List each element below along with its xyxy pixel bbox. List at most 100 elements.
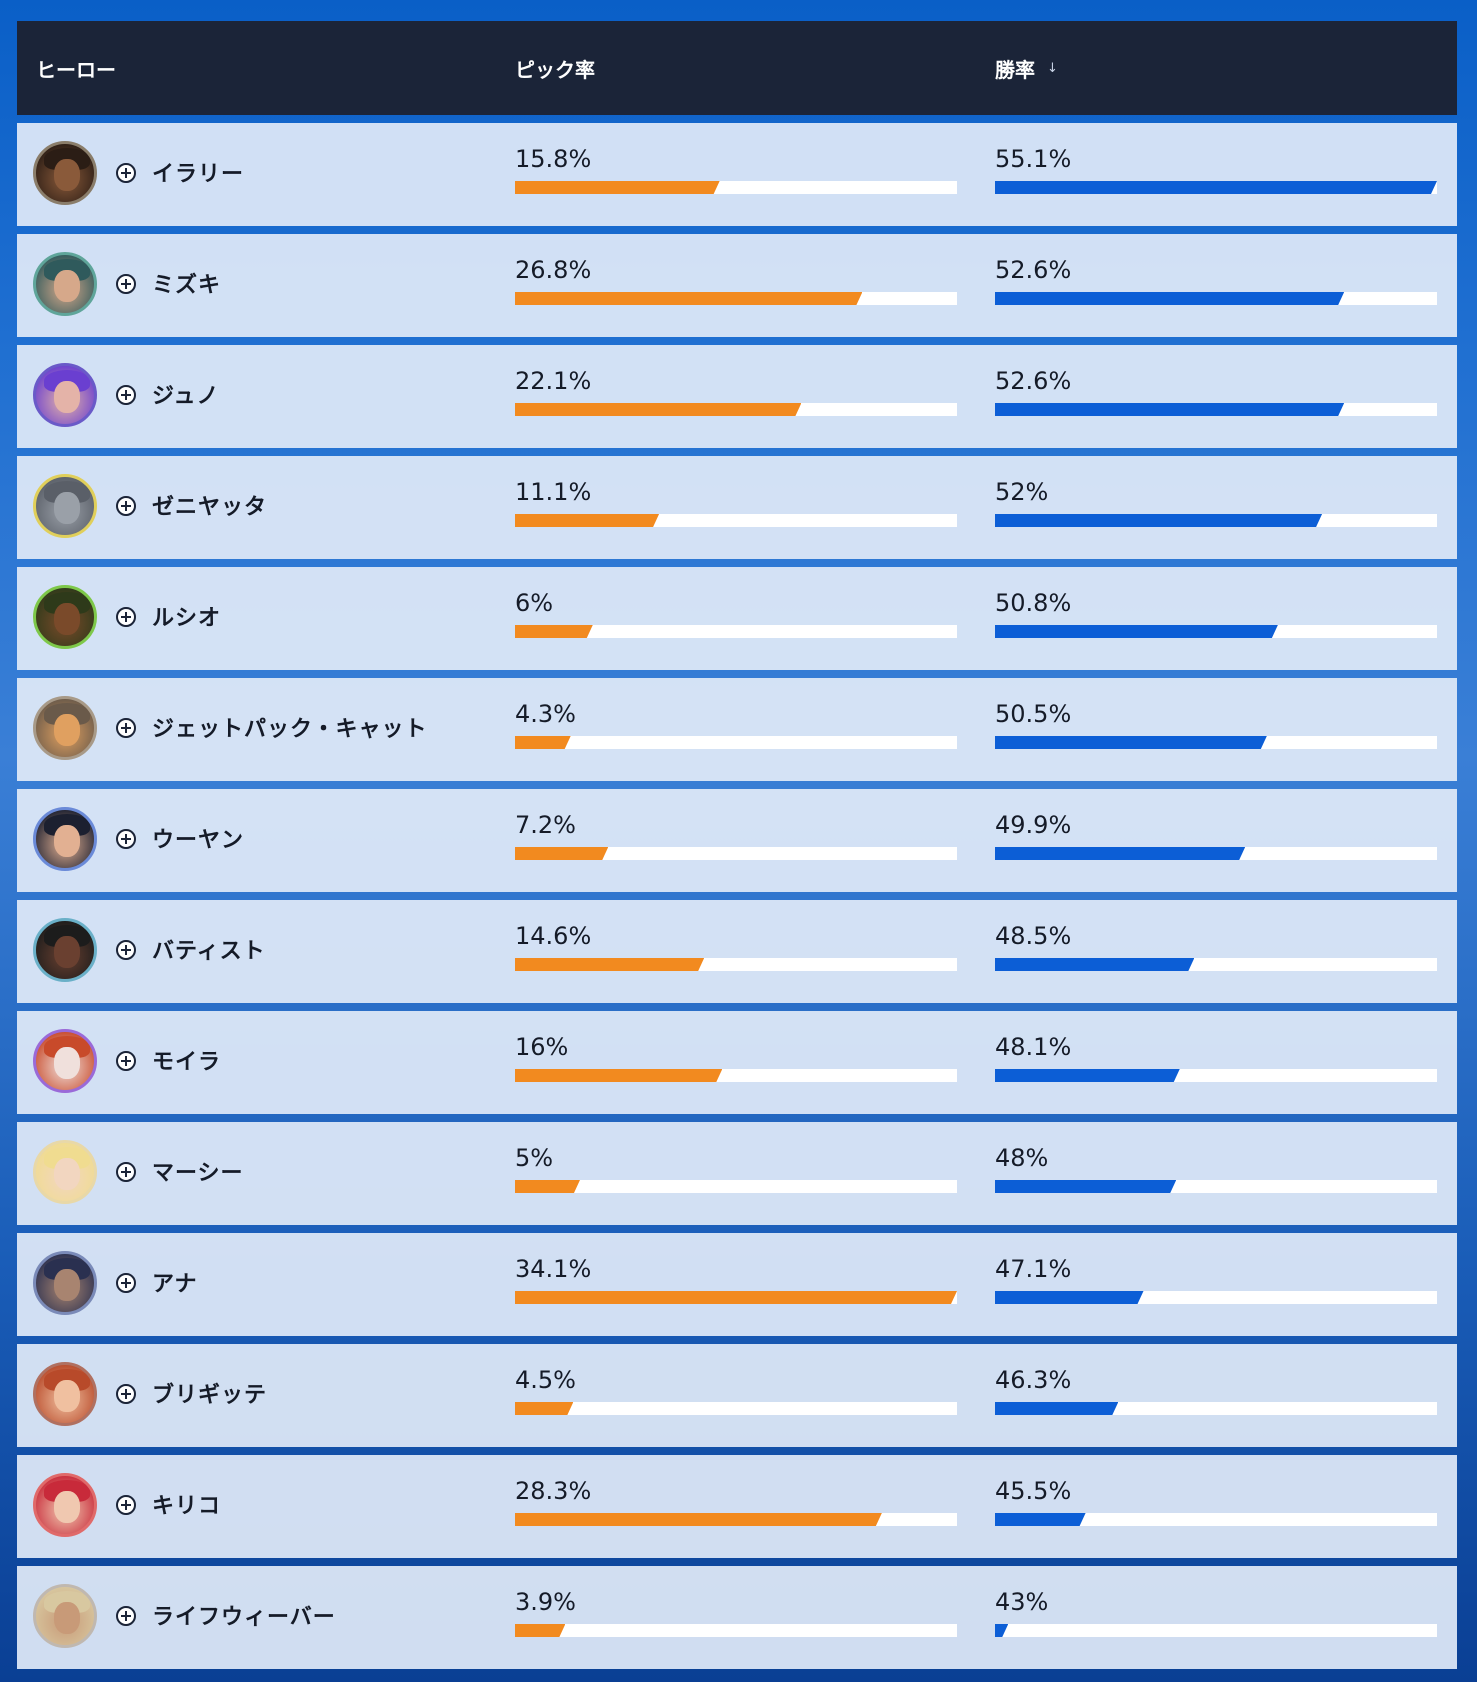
hero-avatar (33, 1251, 97, 1315)
add-circle-icon[interactable] (116, 940, 136, 960)
column-header-win-rate[interactable]: 勝率 ↓ (995, 57, 1058, 82)
win-rate-bar (995, 1291, 1437, 1304)
pick-rate-bar-fill (515, 847, 608, 860)
avatar-face (54, 936, 80, 968)
pick-rate-bar (515, 1513, 957, 1526)
avatar-face (54, 492, 80, 524)
add-circle-icon[interactable] (116, 496, 136, 516)
hero-name: バティスト (152, 939, 266, 964)
win-rate-value: 48.5% (995, 922, 1072, 950)
hero-avatar (33, 1473, 97, 1537)
pick-rate-value: 34.1% (515, 1255, 592, 1283)
hero-stats-table: ヒーロー ピック率 勝率 ↓ イラリー 15.8% 55.1% ミ (17, 21, 1457, 1677)
win-rate-bar (995, 292, 1437, 305)
table-row[interactable]: ルシオ 6% 50.8% (17, 567, 1457, 670)
avatar-face (54, 1158, 80, 1190)
avatar-face (54, 159, 80, 191)
win-rate-bar-fill (995, 625, 1278, 638)
table-body: イラリー 15.8% 55.1% ミズキ 26.8% 52.6% (17, 123, 1457, 1669)
column-header-pick-rate[interactable]: ピック率 (515, 57, 595, 82)
pick-rate-bar-fill (515, 1069, 722, 1082)
hero-avatar (33, 696, 97, 760)
table-row[interactable]: ジュノ 22.1% 52.6% (17, 345, 1457, 448)
win-rate-bar-fill (995, 403, 1344, 416)
hero-avatar (33, 141, 97, 205)
add-circle-icon[interactable] (116, 1162, 136, 1182)
hero-avatar (33, 363, 97, 427)
arrow-down-icon[interactable]: ↓ (1047, 60, 1058, 76)
pick-rate-bar (515, 1402, 957, 1415)
hero-name: ブリギッテ (152, 1383, 268, 1408)
hero-avatar (33, 807, 97, 871)
hero-avatar (33, 1029, 97, 1093)
hero-name: ライフウィーバー (152, 1605, 336, 1630)
win-rate-bar-fill (995, 1180, 1176, 1193)
add-circle-icon[interactable] (116, 1384, 136, 1404)
table-row[interactable]: イラリー 15.8% 55.1% (17, 123, 1457, 226)
win-rate-bar-fill (995, 1069, 1180, 1082)
win-rate-bar (995, 181, 1437, 194)
win-rate-bar-fill (995, 847, 1245, 860)
win-rate-bar-fill (995, 958, 1194, 971)
win-rate-bar (995, 1069, 1437, 1082)
avatar-face (54, 603, 80, 635)
win-rate-bar (995, 625, 1437, 638)
win-rate-value: 50.5% (995, 700, 1072, 728)
avatar-face (54, 1269, 80, 1301)
table-row[interactable]: ライフウィーバー 3.9% 43% (17, 1566, 1457, 1669)
table-row[interactable]: キリコ 28.3% 45.5% (17, 1455, 1457, 1558)
table-row[interactable]: バティスト 14.6% 48.5% (17, 900, 1457, 1003)
add-circle-icon[interactable] (116, 829, 136, 849)
table-row[interactable]: ゼニヤッタ 11.1% 52% (17, 456, 1457, 559)
avatar-face (54, 714, 80, 746)
add-circle-icon[interactable] (116, 718, 136, 738)
add-circle-icon[interactable] (116, 1606, 136, 1626)
add-circle-icon[interactable] (116, 163, 136, 183)
pick-rate-bar-fill (515, 1402, 573, 1415)
add-circle-icon[interactable] (116, 1495, 136, 1515)
win-rate-bar-fill (995, 1402, 1118, 1415)
avatar-face (54, 1602, 80, 1634)
add-circle-icon[interactable] (116, 274, 136, 294)
table-row[interactable]: ミズキ 26.8% 52.6% (17, 234, 1457, 337)
win-rate-value: 52.6% (995, 256, 1072, 284)
column-header-hero[interactable]: ヒーロー (36, 57, 116, 82)
win-rate-bar (995, 403, 1437, 416)
win-rate-bar (995, 1402, 1437, 1415)
pick-rate-bar-fill (515, 625, 593, 638)
table-row[interactable]: マーシー 5% 48% (17, 1122, 1457, 1225)
pick-rate-bar (515, 1624, 957, 1637)
pick-rate-value: 16% (515, 1033, 569, 1061)
table-row[interactable]: ブリギッテ 4.5% 46.3% (17, 1344, 1457, 1447)
pick-rate-bar-fill (515, 1291, 957, 1304)
pick-rate-value: 28.3% (515, 1477, 592, 1505)
pick-rate-bar (515, 1291, 957, 1304)
add-circle-icon[interactable] (116, 385, 136, 405)
add-circle-icon[interactable] (116, 1273, 136, 1293)
pick-rate-bar-fill (515, 1513, 882, 1526)
hero-name: ルシオ (152, 606, 222, 631)
add-circle-icon[interactable] (116, 607, 136, 627)
win-rate-value: 48.1% (995, 1033, 1072, 1061)
win-rate-bar-fill (995, 181, 1437, 194)
table-row[interactable]: アナ 34.1% 47.1% (17, 1233, 1457, 1336)
table-row[interactable]: ウーヤン 7.2% 49.9% (17, 789, 1457, 892)
win-rate-value: 50.8% (995, 589, 1072, 617)
pick-rate-bar (515, 847, 957, 860)
win-rate-bar-fill (995, 1291, 1144, 1304)
hero-name: ミズキ (152, 273, 222, 298)
win-rate-value: 45.5% (995, 1477, 1072, 1505)
table-row[interactable]: ジェットパック・キャット 4.3% 50.5% (17, 678, 1457, 781)
win-rate-value: 52% (995, 478, 1049, 506)
pick-rate-value: 4.5% (515, 1366, 576, 1394)
win-rate-bar (995, 1513, 1437, 1526)
pick-rate-bar (515, 181, 957, 194)
win-rate-value: 52.6% (995, 367, 1072, 395)
win-rate-bar (995, 736, 1437, 749)
avatar-face (54, 1380, 80, 1412)
add-circle-icon[interactable] (116, 1051, 136, 1071)
pick-rate-value: 4.3% (515, 700, 576, 728)
hero-avatar (33, 1362, 97, 1426)
table-row[interactable]: モイラ 16% 48.1% (17, 1011, 1457, 1114)
win-rate-value: 48% (995, 1144, 1049, 1172)
